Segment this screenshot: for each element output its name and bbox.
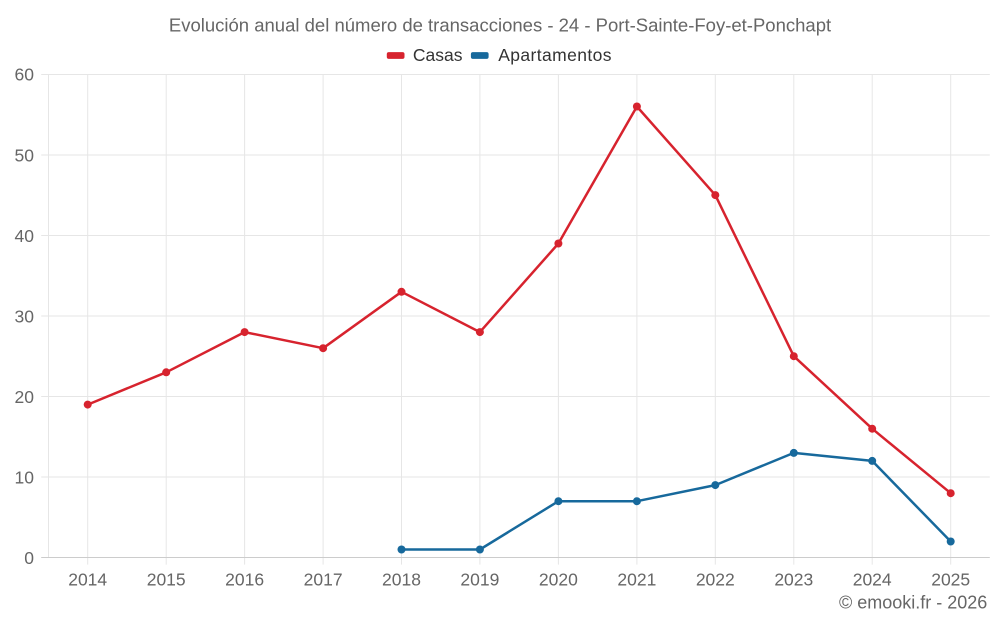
svg-text:2021: 2021 — [617, 569, 656, 589]
svg-text:Casas: Casas — [413, 45, 463, 65]
svg-text:2025: 2025 — [931, 569, 970, 589]
svg-text:Apartamentos: Apartamentos — [498, 45, 612, 65]
svg-text:40: 40 — [15, 226, 35, 246]
svg-text:2016: 2016 — [225, 569, 264, 589]
svg-text:10: 10 — [15, 467, 35, 487]
svg-text:2019: 2019 — [460, 569, 499, 589]
svg-text:Evolución anual del número de: Evolución anual del número de transaccio… — [169, 15, 831, 36]
svg-text:2022: 2022 — [696, 569, 735, 589]
svg-text:30: 30 — [15, 306, 35, 326]
svg-text:50: 50 — [15, 145, 35, 165]
svg-text:2018: 2018 — [382, 569, 421, 589]
svg-text:2020: 2020 — [539, 569, 578, 589]
svg-text:2023: 2023 — [774, 569, 813, 589]
svg-text:20: 20 — [15, 387, 35, 407]
svg-text:2014: 2014 — [68, 569, 107, 589]
svg-text:2017: 2017 — [304, 569, 343, 589]
svg-text:© emooki.fr - 2026: © emooki.fr - 2026 — [839, 593, 987, 613]
svg-text:60: 60 — [15, 65, 35, 85]
svg-text:2024: 2024 — [853, 569, 892, 589]
svg-text:0: 0 — [24, 548, 34, 568]
svg-text:2015: 2015 — [147, 569, 186, 589]
